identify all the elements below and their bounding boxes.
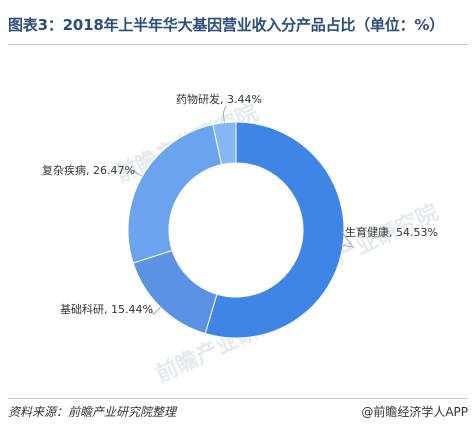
donut-slice bbox=[132, 249, 218, 335]
chart-title: 图表3：2018年上半年华大基因营业收入分产品占比（单位：%） bbox=[8, 16, 445, 34]
brand-credit: @前瞻经济学人APP bbox=[361, 405, 468, 419]
slice-label: 药物研发, 3.44% bbox=[176, 92, 262, 106]
leader-line bbox=[222, 105, 227, 123]
donut-slice bbox=[127, 123, 223, 264]
slice-labels: 生育健康, 54.53% 基础科研, 15.44% 复杂疾病, 26.47% 药物研发… bbox=[42, 92, 438, 316]
leader-line bbox=[149, 304, 161, 316]
slice-label: 生育健康, 54.53% bbox=[345, 225, 438, 239]
title-divider bbox=[8, 44, 468, 45]
source-note: 资料来源：前瞻产业研究院整理 bbox=[8, 405, 177, 419]
slice-label: 复杂疾病, 26.47% bbox=[42, 163, 135, 177]
slice-label: 基础科研, 15.44% bbox=[60, 302, 153, 316]
donut-slice bbox=[204, 121, 345, 339]
footer-divider bbox=[8, 398, 468, 399]
leader-line bbox=[341, 231, 354, 248]
leader-line bbox=[133, 169, 143, 177]
donut-slice bbox=[212, 121, 237, 166]
slices bbox=[127, 121, 345, 339]
